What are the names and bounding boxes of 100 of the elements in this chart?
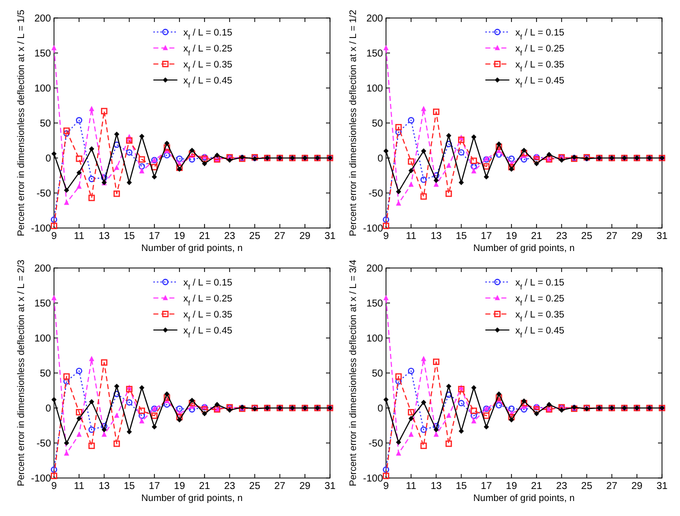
y-tick-label: 0 bbox=[377, 154, 384, 164]
y-tick-label: 100 bbox=[366, 334, 384, 344]
y-axis-title: Percent error in dimensionless deflection at x / L = 1/5 bbox=[16, 10, 27, 236]
x-tick-label: 23 bbox=[556, 231, 568, 242]
x-axis-title: Number of grid points, n bbox=[141, 493, 243, 504]
y-tick-label: 150 bbox=[34, 48, 52, 60]
legend-label: x$_{f}$ / L = 0.15 bbox=[515, 28, 564, 42]
y-tick-label: -100 bbox=[30, 474, 52, 484]
y-tick-label: 50 bbox=[40, 118, 52, 130]
x-tick-label: 19 bbox=[174, 481, 186, 492]
x-tick-label: 23 bbox=[556, 481, 568, 492]
y-tick-label: 0 bbox=[377, 404, 384, 414]
x-tick-label: 31 bbox=[656, 231, 668, 242]
x-tick-label: 15 bbox=[456, 231, 468, 242]
x-tick-label: 17 bbox=[480, 481, 492, 492]
x-tick-label: 13 bbox=[98, 481, 110, 492]
x-tick-label: 23 bbox=[224, 231, 236, 242]
x-tick-label: 27 bbox=[606, 481, 618, 492]
y-tick-label: -100 bbox=[30, 224, 52, 234]
x-tick-label: 29 bbox=[631, 231, 643, 242]
y-tick-label: -50 bbox=[36, 188, 52, 200]
x-tick-label: 21 bbox=[198, 481, 211, 492]
x-tick-label: 27 bbox=[606, 231, 618, 242]
legend-label: x$_{f}$ / L = 0.35 bbox=[515, 60, 564, 74]
x-tick-label: 9 bbox=[51, 231, 58, 242]
x-tick-label: 19 bbox=[506, 231, 518, 242]
y-tick-label: -50 bbox=[368, 438, 384, 450]
x-tick-label: 13 bbox=[430, 481, 442, 492]
x-tick-label: 15 bbox=[456, 481, 468, 492]
y-tick-label: 50 bbox=[372, 368, 384, 380]
y-tick-label: -50 bbox=[368, 188, 384, 200]
x-tick-label: 27 bbox=[274, 481, 286, 492]
x-axis-title: Number of grid points, n bbox=[473, 243, 575, 254]
y-tick-label: -100 bbox=[362, 474, 384, 484]
x-axis-title: Number of grid points, n bbox=[141, 243, 243, 254]
x-tick-label: 31 bbox=[656, 481, 668, 492]
x-tick-label: 11 bbox=[74, 481, 85, 492]
legend-label: x$_{f}$ / L = 0.25 bbox=[183, 44, 232, 58]
x-tick-label: 19 bbox=[506, 481, 518, 492]
y-tick-label: 0 bbox=[45, 404, 52, 414]
y-tick-label: -50 bbox=[36, 438, 52, 450]
y-tick-label: 150 bbox=[366, 48, 384, 60]
x-tick-label: 9 bbox=[51, 481, 58, 492]
x-tick-label: 25 bbox=[249, 231, 261, 242]
x-tick-label: 25 bbox=[581, 231, 593, 242]
x-tick-label: 21 bbox=[198, 231, 211, 242]
x-tick-label: 15 bbox=[124, 481, 136, 492]
y-tick-label: 150 bbox=[34, 298, 52, 310]
x-tick-label: 13 bbox=[430, 231, 442, 242]
legend-label: x$_{f}$ / L = 0.35 bbox=[515, 310, 564, 324]
y-tick-label: 150 bbox=[366, 298, 384, 310]
x-tick-label: 21 bbox=[530, 231, 543, 242]
x-tick-label: 31 bbox=[324, 481, 336, 492]
x-tick-label: 15 bbox=[124, 231, 136, 242]
y-tick-label: 50 bbox=[372, 118, 384, 130]
x-tick-label: 31 bbox=[324, 231, 336, 242]
x-tick-label: 25 bbox=[249, 481, 261, 492]
y-tick-label: 100 bbox=[366, 84, 384, 94]
x-tick-label: 25 bbox=[581, 481, 593, 492]
legend-label: x$_{f}$ / L = 0.25 bbox=[515, 294, 564, 308]
x-tick-label: 23 bbox=[224, 481, 236, 492]
legend-label: x$_{f}$ / L = 0.15 bbox=[183, 278, 232, 292]
y-axis-title: Percent error in dimensionless deflection at x / L = 3/4 bbox=[348, 260, 359, 486]
y-tick-label: 0 bbox=[45, 154, 52, 164]
legend-label: x$_{f}$ / L = 0.15 bbox=[515, 278, 564, 292]
x-tick-label: 17 bbox=[148, 231, 160, 242]
x-tick-label: 19 bbox=[174, 231, 186, 242]
x-tick-label: 9 bbox=[383, 231, 390, 242]
x-tick-label: 13 bbox=[98, 231, 110, 242]
legend-label: x$_{f}$ / L = 0.25 bbox=[183, 294, 232, 308]
x-tick-label: 27 bbox=[274, 231, 286, 242]
y-tick-label: 100 bbox=[34, 334, 52, 344]
x-tick-label: 11 bbox=[406, 481, 417, 492]
y-tick-label: 100 bbox=[34, 84, 52, 94]
y-tick-label: 200 bbox=[34, 14, 52, 24]
legend-label: x$_{f}$ / L = 0.45 bbox=[183, 326, 232, 340]
x-tick-label: 9 bbox=[383, 481, 390, 492]
x-axis-title: Number of grid points, n bbox=[473, 493, 575, 504]
legend-label: x$_{f}$ / L = 0.35 bbox=[183, 310, 232, 324]
y-tick-label: 50 bbox=[40, 368, 52, 380]
legend-label: x$_{f}$ / L = 0.25 bbox=[515, 44, 564, 58]
y-axis-title: Percent error in dimensionless deflection at x / L = 2/3 bbox=[16, 260, 27, 486]
x-tick-label: 11 bbox=[74, 231, 85, 242]
y-tick-label: 200 bbox=[366, 264, 384, 274]
x-tick-label: 17 bbox=[148, 481, 160, 492]
legend-label: x$_{f}$ / L = 0.45 bbox=[515, 326, 564, 340]
legend-label: x$_{f}$ / L = 0.45 bbox=[183, 76, 232, 90]
y-axis-title: Percent error in dimensionless deflection at x / L = 1/2 bbox=[348, 10, 359, 236]
x-tick-label: 17 bbox=[480, 231, 492, 242]
legend-label: x$_{f}$ / L = 0.45 bbox=[515, 76, 564, 90]
x-tick-label: 29 bbox=[299, 481, 311, 492]
legend-label: x$_{f}$ / L = 0.35 bbox=[183, 60, 232, 74]
y-tick-label: 200 bbox=[34, 264, 52, 274]
y-tick-label: -100 bbox=[362, 224, 384, 234]
y-tick-label: 200 bbox=[366, 14, 384, 24]
x-tick-label: 21 bbox=[530, 481, 543, 492]
x-tick-label: 29 bbox=[631, 481, 643, 492]
legend-label: x$_{f}$ / L = 0.15 bbox=[183, 28, 232, 42]
x-tick-label: 29 bbox=[299, 231, 311, 242]
x-tick-label: 11 bbox=[406, 231, 417, 242]
